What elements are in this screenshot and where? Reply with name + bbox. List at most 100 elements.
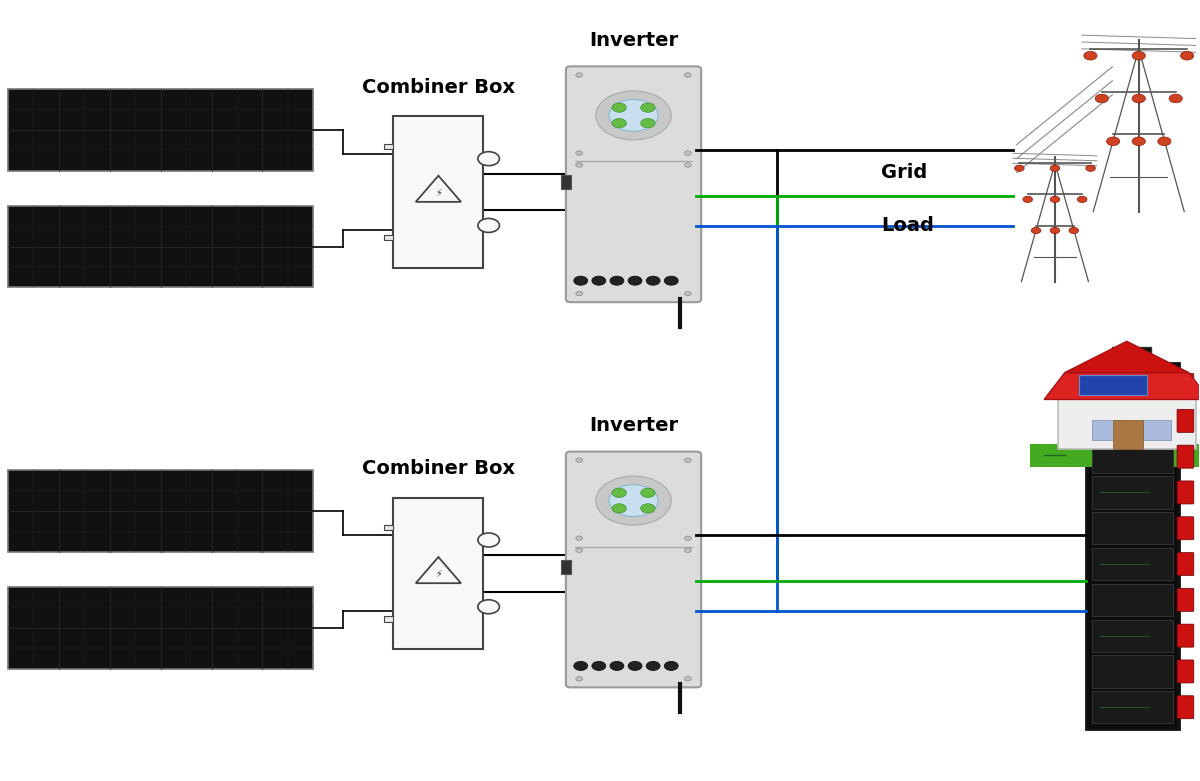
Circle shape	[576, 162, 582, 167]
Circle shape	[576, 151, 582, 155]
FancyBboxPatch shape	[1112, 347, 1127, 361]
FancyBboxPatch shape	[1092, 548, 1174, 580]
Circle shape	[478, 152, 499, 166]
FancyBboxPatch shape	[394, 116, 484, 268]
Circle shape	[1132, 137, 1145, 145]
FancyBboxPatch shape	[1092, 583, 1174, 616]
Circle shape	[1096, 95, 1109, 103]
Circle shape	[576, 458, 582, 462]
Circle shape	[641, 103, 655, 112]
FancyBboxPatch shape	[8, 470, 313, 552]
FancyBboxPatch shape	[1092, 405, 1174, 437]
Circle shape	[684, 548, 691, 552]
Circle shape	[665, 662, 678, 670]
Circle shape	[1086, 165, 1096, 171]
Text: Inverter: Inverter	[589, 416, 678, 435]
Circle shape	[576, 291, 582, 296]
Circle shape	[612, 103, 626, 112]
Circle shape	[1050, 165, 1060, 171]
Circle shape	[610, 485, 658, 516]
Circle shape	[478, 600, 499, 614]
Circle shape	[684, 73, 691, 77]
Circle shape	[1181, 52, 1194, 60]
Circle shape	[684, 151, 691, 155]
FancyBboxPatch shape	[384, 616, 394, 622]
Circle shape	[641, 119, 655, 128]
Circle shape	[647, 662, 660, 670]
Polygon shape	[1064, 341, 1189, 373]
FancyBboxPatch shape	[566, 66, 701, 302]
Circle shape	[612, 488, 626, 497]
FancyBboxPatch shape	[560, 560, 571, 574]
Circle shape	[665, 276, 678, 285]
FancyBboxPatch shape	[560, 175, 571, 189]
FancyBboxPatch shape	[1177, 696, 1194, 719]
Circle shape	[684, 291, 691, 296]
Circle shape	[592, 662, 606, 670]
FancyBboxPatch shape	[1177, 552, 1194, 576]
FancyBboxPatch shape	[8, 205, 313, 287]
Polygon shape	[1044, 373, 1200, 399]
FancyBboxPatch shape	[1092, 476, 1174, 508]
FancyBboxPatch shape	[384, 235, 394, 241]
Circle shape	[1158, 137, 1171, 145]
Circle shape	[1050, 227, 1060, 234]
FancyBboxPatch shape	[8, 89, 313, 171]
Circle shape	[576, 536, 582, 540]
Text: Combiner Box: Combiner Box	[362, 78, 515, 97]
Circle shape	[592, 276, 606, 285]
Circle shape	[1069, 227, 1079, 234]
Circle shape	[1078, 196, 1087, 202]
Circle shape	[478, 533, 499, 547]
FancyBboxPatch shape	[1092, 420, 1123, 440]
Circle shape	[641, 488, 655, 497]
Circle shape	[628, 662, 642, 670]
Circle shape	[628, 276, 642, 285]
Circle shape	[641, 504, 655, 513]
Text: Inverter: Inverter	[589, 31, 678, 50]
FancyBboxPatch shape	[1177, 481, 1194, 504]
Circle shape	[1132, 95, 1145, 103]
Circle shape	[1050, 196, 1060, 202]
FancyBboxPatch shape	[566, 451, 701, 687]
Circle shape	[610, 276, 624, 285]
FancyBboxPatch shape	[1092, 369, 1174, 401]
Circle shape	[1031, 227, 1040, 234]
Circle shape	[612, 119, 626, 128]
Circle shape	[1106, 137, 1120, 145]
Circle shape	[612, 504, 626, 513]
Polygon shape	[415, 557, 461, 583]
FancyBboxPatch shape	[1177, 517, 1194, 540]
FancyBboxPatch shape	[1177, 624, 1194, 647]
FancyBboxPatch shape	[1092, 512, 1174, 544]
Circle shape	[684, 458, 691, 462]
Circle shape	[478, 219, 499, 233]
FancyBboxPatch shape	[1092, 691, 1174, 723]
Circle shape	[647, 276, 660, 285]
FancyBboxPatch shape	[1058, 395, 1195, 448]
Circle shape	[684, 162, 691, 167]
Text: Combiner Box: Combiner Box	[362, 459, 515, 478]
FancyBboxPatch shape	[1092, 655, 1174, 687]
FancyBboxPatch shape	[1031, 444, 1200, 466]
FancyBboxPatch shape	[1092, 619, 1174, 652]
FancyBboxPatch shape	[384, 144, 394, 149]
Text: Grid: Grid	[881, 163, 928, 182]
FancyBboxPatch shape	[1177, 373, 1194, 397]
FancyBboxPatch shape	[1114, 420, 1144, 448]
FancyBboxPatch shape	[1079, 376, 1147, 395]
Circle shape	[596, 91, 671, 140]
Circle shape	[596, 476, 671, 525]
FancyBboxPatch shape	[1177, 409, 1194, 433]
FancyBboxPatch shape	[394, 497, 484, 649]
Circle shape	[684, 536, 691, 540]
FancyBboxPatch shape	[1177, 588, 1194, 612]
Circle shape	[574, 276, 588, 285]
Text: Load: Load	[881, 216, 935, 235]
Circle shape	[576, 548, 582, 552]
Circle shape	[1014, 165, 1024, 171]
Text: ⚡: ⚡	[434, 569, 442, 580]
FancyBboxPatch shape	[1177, 660, 1194, 683]
Circle shape	[576, 73, 582, 77]
FancyBboxPatch shape	[1086, 363, 1180, 729]
